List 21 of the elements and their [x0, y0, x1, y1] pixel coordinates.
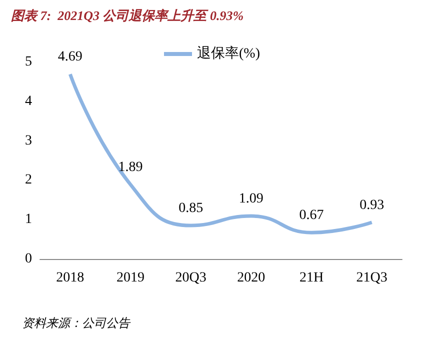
y-tick-label: 1: [25, 212, 32, 228]
data-label: 4.69: [58, 50, 82, 65]
data-label: 0.93: [360, 198, 384, 213]
x-tick-label: 2020: [237, 270, 266, 286]
y-tick-label: 0: [25, 252, 32, 266]
text: 资料来源：公司公告: [22, 316, 131, 330]
x-tick-label: 21Q3: [356, 270, 388, 286]
x-tick-label: 2018: [56, 270, 84, 286]
x-tick-label: 20Q3: [175, 270, 206, 286]
y-tick-label: 2: [25, 172, 32, 188]
chart-title: 图表 7: 2021Q3 公司退保率上升至 0.93%: [11, 8, 244, 23]
data-label: 1.89: [118, 160, 143, 176]
data-label: 1.09: [238, 192, 264, 207]
y-tick-label: 5: [25, 54, 32, 70]
x-tick-label: 2019: [116, 270, 144, 286]
x-tick-label: 21H: [299, 270, 324, 286]
y-tick-label: 4: [25, 94, 32, 109]
y-tick-label: 3: [25, 133, 32, 148]
data-label: 0.67: [299, 208, 324, 224]
legend-label: 退保率(%): [197, 46, 260, 62]
data-label: 0.85: [178, 201, 204, 216]
